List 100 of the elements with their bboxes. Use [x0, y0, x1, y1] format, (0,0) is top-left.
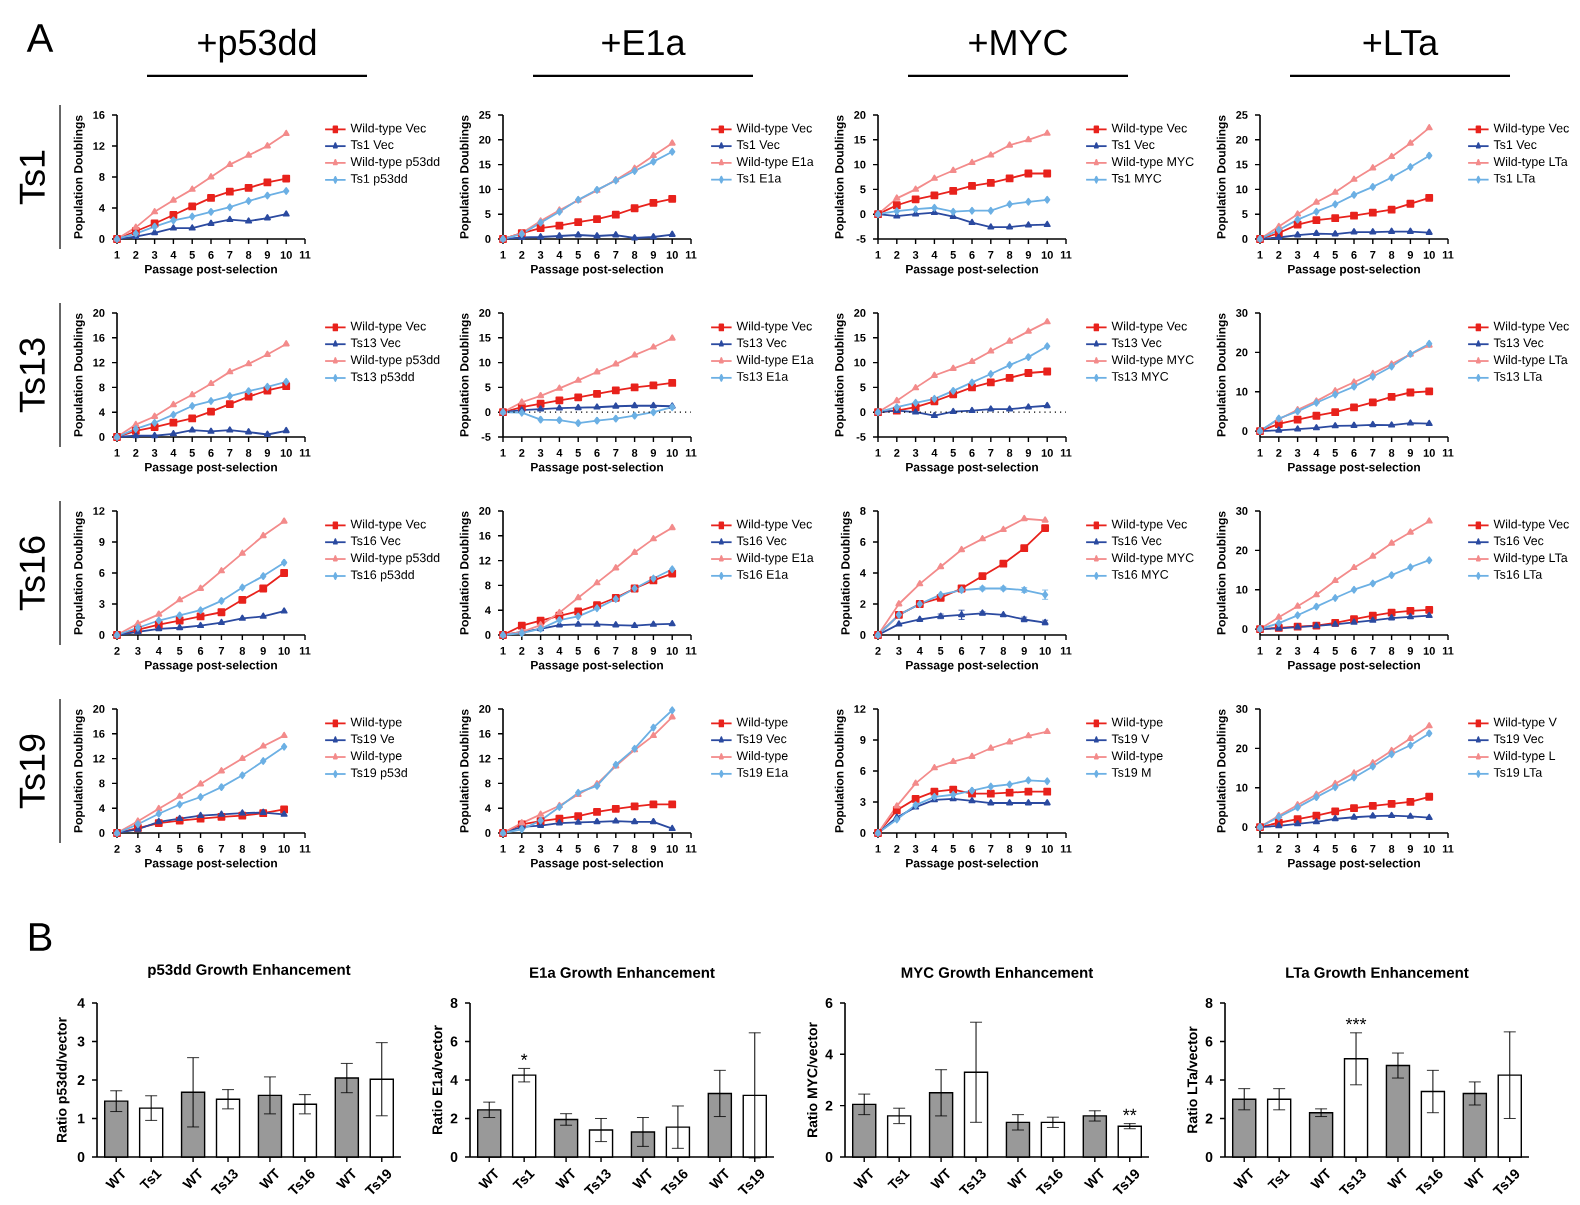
- legend-label: Wild-type MYC: [1111, 355, 1194, 367]
- y-tick-label: 30: [1235, 309, 1248, 317]
- legend-label: Wild-type: [1111, 751, 1163, 763]
- x-tick-label: 8: [631, 647, 638, 655]
- x-tick-label: 9: [1025, 449, 1032, 457]
- x-tick-label: 9: [264, 251, 271, 259]
- x-tick-label: 9: [260, 647, 266, 655]
- x-tick-label: 5: [575, 845, 581, 853]
- x-tick-label: 10: [278, 845, 290, 853]
- x-tick-label: 8: [1388, 449, 1395, 457]
- y-tick-label: 0: [450, 1152, 458, 1162]
- legend-label: Ts13 Vec: [736, 338, 787, 348]
- x-tick-label: 7: [988, 449, 994, 457]
- y-tick-label: 0: [860, 210, 866, 219]
- y-axis-title: Population Doublings: [73, 313, 85, 437]
- x-tick-label: 10: [666, 845, 678, 853]
- y-axis-title: Ratio p53dd/vector: [56, 1017, 70, 1143]
- chart-title: +MYC: [969, 29, 1068, 56]
- y-tick-label: 0: [1242, 625, 1248, 633]
- x-tick-label: 7: [1370, 845, 1376, 853]
- x-tick-label: 4: [170, 449, 177, 457]
- y-tick-label: 3: [860, 798, 866, 806]
- x-tick-label: 1: [500, 845, 506, 853]
- y-tick-label: 8: [485, 581, 491, 590]
- y-tick-label: 10: [854, 160, 866, 169]
- x-tick-label: 2: [1276, 845, 1282, 853]
- legend-label: Ts19 E1a: [736, 768, 789, 777]
- x-tick-label: 2: [519, 449, 525, 457]
- legend-label: Ts13 p53dd: [350, 372, 414, 384]
- y-tick-label: 4: [450, 1075, 458, 1085]
- x-tick-label: 10: [1041, 251, 1053, 259]
- y-tick-label: 16: [93, 111, 105, 119]
- x-tick-label: WT: [105, 1167, 125, 1189]
- legend-label: Wild-type E1a: [736, 355, 814, 367]
- x-tick-label: 10: [280, 449, 292, 457]
- x-tick-label: 6: [208, 449, 214, 457]
- x-axis-title: Passage post-selection: [906, 858, 1038, 870]
- x-tick-label: 4: [1313, 251, 1320, 259]
- text: B: [29, 923, 52, 951]
- chart-title: LTa Growth Enhancement: [1286, 966, 1469, 978]
- legend-label: Ts13 Vec: [1111, 338, 1162, 348]
- x-tick-label: 4: [155, 845, 162, 853]
- y-tick-label: 6: [860, 538, 866, 546]
- legend-label: Wild-type L: [1493, 751, 1556, 763]
- y-tick-label: 4: [98, 408, 105, 416]
- x-tick-label: 6: [594, 251, 600, 259]
- y-tick-label: 4: [484, 606, 491, 614]
- x-tick-label: 8: [1388, 647, 1395, 655]
- y-tick-label: 0: [825, 1152, 833, 1162]
- x-tick-label: 11: [1442, 251, 1454, 259]
- legend-label: Ts1 MYC: [1111, 173, 1162, 183]
- y-tick-label: 4: [825, 1049, 833, 1060]
- x-tick-label: 2: [894, 845, 900, 853]
- legend-label: Ts19 p53d: [350, 768, 407, 780]
- y-tick-label: 12: [479, 556, 491, 565]
- y-tick-label: 2: [77, 1075, 85, 1085]
- legend-label: Wild-type Vec: [350, 519, 426, 531]
- y-tick-label: 4: [98, 804, 105, 812]
- y-tick-label: 25: [479, 111, 491, 119]
- y-tick-label: 20: [1236, 744, 1248, 753]
- y-tick-label: 8: [99, 383, 105, 392]
- x-tick-label: 9: [1407, 845, 1414, 853]
- legend-label: Ts16 Vec: [350, 536, 401, 546]
- x-tick-label: 5: [1332, 449, 1338, 457]
- x-tick-label: 1: [114, 449, 120, 457]
- x-tick-label: 2: [114, 647, 120, 655]
- y-tick-label: 2: [1205, 1113, 1213, 1124]
- legend-label: Ts1 Vec: [350, 140, 394, 150]
- chart-title: +LTa: [1363, 30, 1439, 56]
- x-tick-label: 5: [189, 251, 195, 259]
- y-axis-title: Population Doublings: [834, 313, 846, 437]
- legend-label: Ts13 MYC: [1111, 372, 1169, 381]
- y-tick-label: 10: [1236, 185, 1248, 194]
- y-axis-title: Population Doublings: [840, 511, 853, 635]
- y-tick-label: 20: [93, 309, 105, 317]
- legend-label: Wild-type Vec: [736, 321, 812, 333]
- x-tick-label: 3: [151, 449, 158, 457]
- x-tick-label: 3: [912, 449, 919, 457]
- y-tick-label: -5: [856, 235, 866, 243]
- x-tick-label: 3: [1294, 449, 1301, 457]
- y-axis-title: Population Doublings: [459, 115, 471, 239]
- x-axis-title: Passage post-selection: [531, 264, 663, 276]
- text: Ts1: [19, 150, 45, 205]
- x-tick-label: 2: [114, 845, 120, 853]
- y-tick-label: 20: [1236, 348, 1248, 357]
- legend-label: Ts19 LTa: [1493, 768, 1543, 777]
- x-tick-label: 11: [299, 449, 311, 457]
- legend-label: Ts1 Vec: [1493, 140, 1537, 150]
- x-tick-label: 1: [500, 449, 506, 457]
- y-tick-label: 16: [93, 729, 105, 738]
- x-tick-label: 5: [176, 647, 183, 655]
- y-tick-label: 4: [484, 804, 491, 812]
- x-tick-label: 6: [958, 647, 965, 655]
- y-tick-label: 20: [1236, 135, 1248, 144]
- x-tick-label: 1: [875, 449, 881, 457]
- y-tick-label: 0: [860, 408, 866, 417]
- x-tick-label: 9: [1025, 251, 1032, 259]
- y-tick-label: 30: [1235, 507, 1248, 515]
- x-tick-label: 9: [1025, 845, 1032, 853]
- x-tick-label: 10: [1423, 449, 1435, 457]
